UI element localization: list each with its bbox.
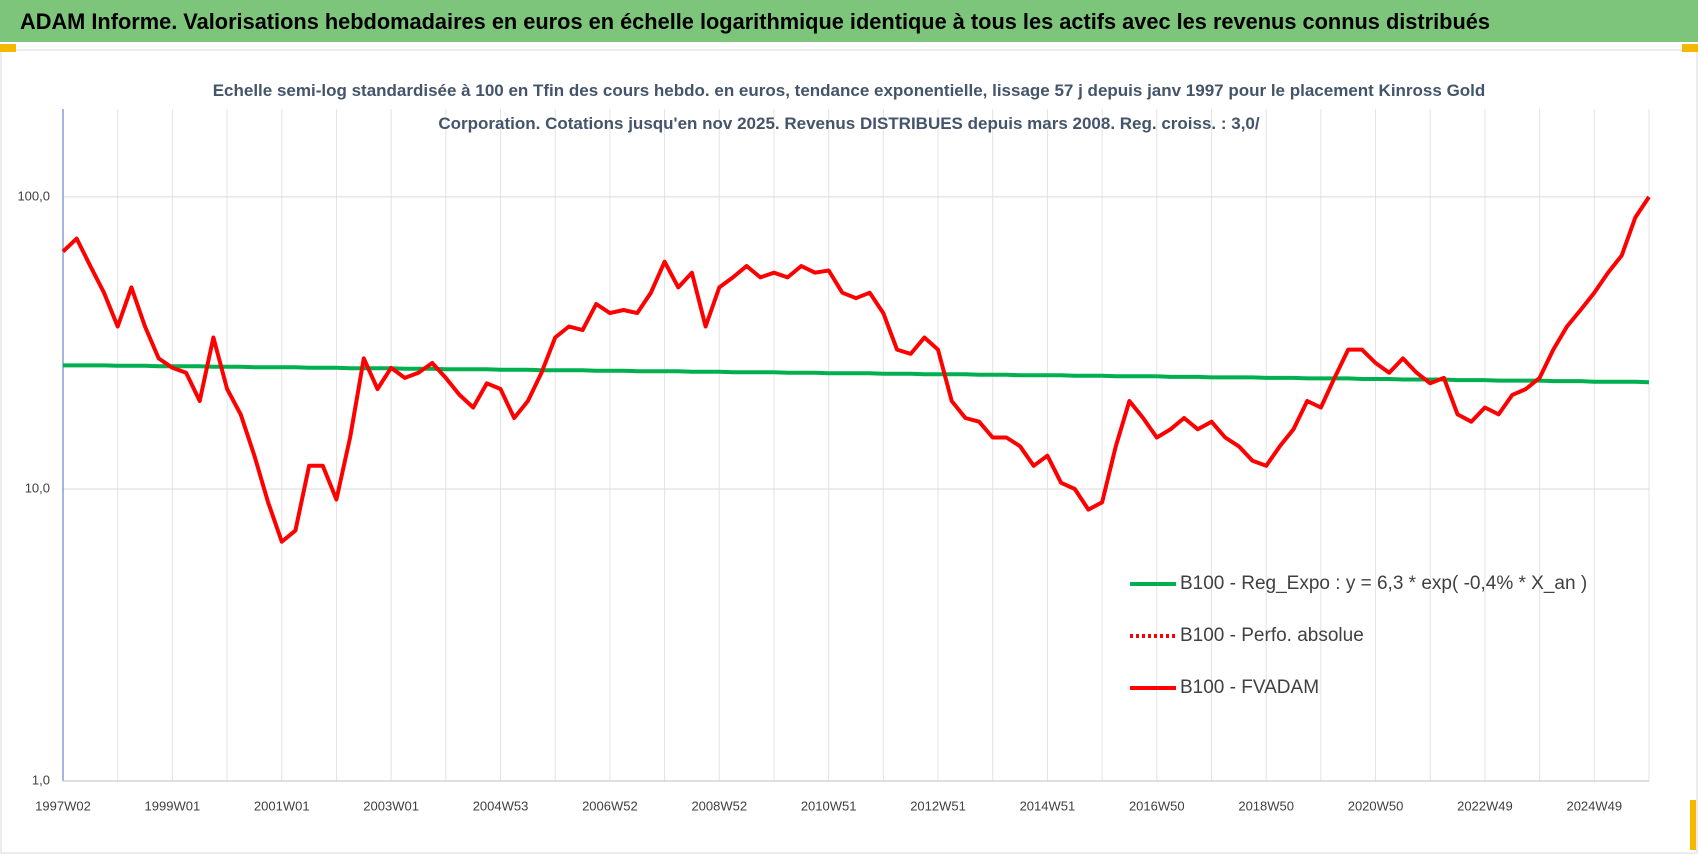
y-tick-label: 10,0 (25, 480, 50, 495)
x-tick-label: 2016W50 (1129, 798, 1185, 813)
legend-label: B100 - FVADAM (1180, 677, 1319, 698)
x-tick-label: 2012W51 (910, 798, 966, 813)
x-tick-label: 2024W49 (1566, 798, 1622, 813)
legend-label: B100 - Perfo. absolue (1180, 625, 1364, 646)
x-tick-label: 2010W51 (801, 798, 857, 813)
x-tick-label: 1997W02 (35, 798, 91, 813)
x-tick-label: 2008W52 (691, 798, 747, 813)
x-tick-label: 2014W51 (1020, 798, 1076, 813)
y-tick-label: 100,0 (17, 188, 50, 203)
page-title: ADAM Informe. Valorisations hebdomadaire… (20, 9, 1490, 34)
corner (1682, 44, 1698, 52)
x-tick-label: 2003W01 (363, 798, 419, 813)
legend-label: B100 - Reg_Expo : y = 6,3 * exp( -0,4% *… (1180, 573, 1587, 594)
chart-border (0, 49, 1698, 854)
corner (0, 44, 16, 52)
series-line (61, 195, 1651, 544)
series-line (63, 363, 1650, 385)
x-tick-label: 2018W50 (1238, 798, 1294, 813)
title-bar (0, 0, 1698, 42)
x-tick-label: 2022W49 (1457, 798, 1513, 813)
x-tick-label: 2020W50 (1348, 798, 1404, 813)
chart-subtitle: Echelle semi-log standardisée à 100 en T… (212, 81, 1486, 133)
x-tick-label: 1999W01 (145, 798, 201, 813)
x-tick-label: 2004W53 (473, 798, 529, 813)
x-tick-label: 2001W01 (254, 798, 310, 813)
corner (1690, 800, 1696, 850)
y-tick-label: 1,0 (32, 772, 50, 787)
x-tick-label: 2006W52 (582, 798, 638, 813)
